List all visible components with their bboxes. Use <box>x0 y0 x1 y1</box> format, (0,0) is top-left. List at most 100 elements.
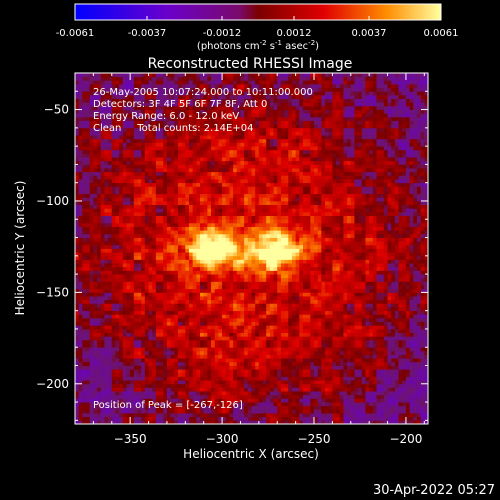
image-pixel <box>218 102 223 107</box>
image-pixel <box>236 292 241 297</box>
image-pixel <box>188 274 194 279</box>
image-pixel <box>170 358 175 363</box>
image-pixel <box>148 372 153 377</box>
image-pixel <box>222 200 227 206</box>
image-pixel <box>163 160 168 165</box>
image-pixel <box>255 394 260 399</box>
image-pixel <box>203 372 208 377</box>
image-pixel <box>262 190 267 195</box>
image-pixel <box>159 405 164 410</box>
image-pixel <box>233 325 238 330</box>
image-pixel <box>177 332 183 337</box>
image-pixel <box>207 179 212 184</box>
image-pixel <box>100 171 105 176</box>
image-pixel <box>119 409 124 414</box>
image-pixel <box>144 230 149 235</box>
image-pixel <box>207 168 212 173</box>
image-pixel <box>155 307 160 312</box>
image-pixel <box>181 87 186 92</box>
image-pixel <box>119 80 124 85</box>
image-pixel <box>225 416 230 421</box>
image-pixel <box>104 317 109 323</box>
image-pixel <box>108 317 113 323</box>
image-pixel <box>133 358 138 363</box>
image-pixel <box>222 204 227 209</box>
image-pixel <box>247 171 252 176</box>
image-pixel <box>244 160 249 165</box>
image-pixel <box>126 127 131 132</box>
image-pixel <box>133 113 138 118</box>
image-pixel <box>233 332 238 337</box>
image-pixel <box>233 157 238 162</box>
image-pixel <box>192 292 197 297</box>
image-pixel <box>155 138 160 143</box>
image-pixel <box>78 339 83 344</box>
image-pixel <box>152 317 157 323</box>
image-pixel <box>111 281 116 286</box>
image-pixel <box>181 398 186 403</box>
image-pixel <box>262 325 267 330</box>
image-pixel <box>225 394 230 399</box>
image-pixel <box>89 230 94 235</box>
image-pixel <box>177 138 183 143</box>
image-pixel <box>163 372 168 377</box>
image-pixel <box>203 292 208 297</box>
image-pixel <box>211 317 216 323</box>
image-pixel <box>144 193 149 198</box>
image-pixel <box>166 347 172 352</box>
image-pixel <box>89 80 94 85</box>
image-pixel <box>155 197 160 202</box>
image-pixel <box>236 157 241 162</box>
image-pixel <box>148 153 153 158</box>
image-pixel <box>100 391 105 396</box>
image-pixel <box>93 120 98 125</box>
image-pixel <box>214 325 219 330</box>
image-pixel <box>166 391 172 396</box>
image-pixel <box>251 328 256 333</box>
image-pixel <box>97 171 102 176</box>
image-pixel <box>78 197 83 202</box>
image-pixel <box>166 200 172 206</box>
image-pixel <box>244 266 249 271</box>
image-pixel <box>82 281 87 286</box>
image-pixel <box>122 94 127 99</box>
image-pixel <box>93 219 98 224</box>
image-pixel <box>262 164 267 169</box>
image-pixel <box>218 387 223 392</box>
image-pixel <box>155 91 160 96</box>
image-pixel <box>211 274 216 279</box>
image-pixel <box>247 270 252 275</box>
image-pixel <box>82 416 87 421</box>
image-pixel <box>177 244 183 249</box>
image-pixel <box>152 102 157 107</box>
image-pixel <box>174 270 179 275</box>
image-pixel <box>177 190 183 195</box>
image-pixel <box>214 131 219 136</box>
image-pixel <box>240 160 245 165</box>
image-pixel <box>163 376 168 381</box>
image-pixel <box>229 146 234 151</box>
image-pixel <box>86 164 91 169</box>
image-pixel <box>255 328 260 333</box>
image-pixel <box>185 208 190 213</box>
image-pixel <box>211 109 216 114</box>
image-pixel <box>100 175 105 180</box>
image-pixel <box>170 387 175 392</box>
image-pixel <box>192 387 197 392</box>
image-pixel <box>192 105 197 110</box>
image-pixel <box>152 252 157 257</box>
image-pixel <box>247 142 252 147</box>
image-pixel <box>137 98 142 103</box>
image-pixel <box>86 409 91 414</box>
image-pixel <box>174 219 179 224</box>
image-pixel <box>196 285 201 290</box>
image-pixel <box>122 244 127 249</box>
image-pixel <box>144 200 149 206</box>
image-pixel <box>144 409 149 414</box>
image-pixel <box>244 138 249 143</box>
image-pixel <box>203 317 208 323</box>
image-pixel <box>255 347 260 352</box>
image-pixel <box>133 398 138 403</box>
image-pixel <box>203 186 208 191</box>
image-pixel <box>240 321 245 326</box>
